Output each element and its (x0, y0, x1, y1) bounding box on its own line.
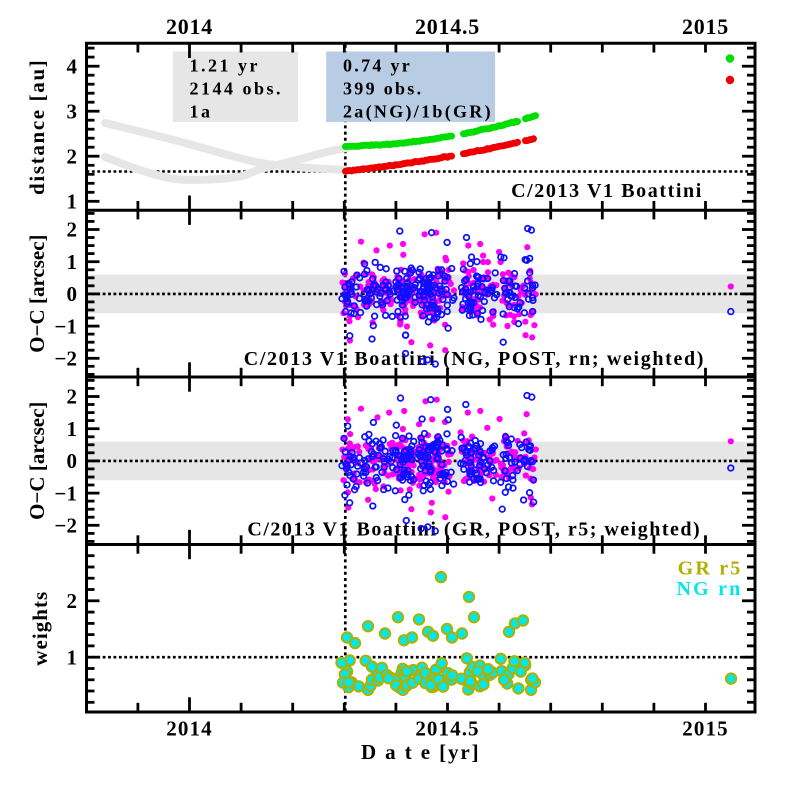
svg-text:1: 1 (67, 645, 78, 669)
svg-text:D a t e [yr]: D a t e [yr] (361, 740, 481, 764)
svg-text:2: 2 (67, 589, 78, 613)
svg-text:1: 1 (67, 250, 78, 274)
svg-text:−2: −2 (55, 514, 77, 538)
svg-text:C/2013 V1 Boattini: C/2013 V1 Boattini (511, 180, 703, 202)
svg-text:C/2013 V1 Boattini (NG, POST,: C/2013 V1 Boattini (NG, POST, rn; weight… (244, 348, 705, 370)
svg-text:0.74 yr: 0.74 yr (343, 56, 412, 76)
svg-text:2014.5: 2014.5 (415, 717, 479, 741)
svg-text:2014: 2014 (166, 717, 212, 741)
svg-text:GR r5: GR r5 (678, 558, 743, 580)
svg-text:1: 1 (67, 190, 78, 214)
svg-text:2a(NG)/1b(GR): 2a(NG)/1b(GR) (343, 102, 493, 123)
svg-text:weights: weights (28, 591, 52, 666)
svg-text:2144 obs.: 2144 obs. (190, 79, 284, 99)
svg-text:−2: −2 (55, 347, 77, 371)
svg-text:O−C [arcsec]: O−C [arcsec] (25, 402, 49, 520)
svg-text:2014.5: 2014.5 (415, 14, 480, 39)
svg-text:2: 2 (67, 385, 78, 409)
svg-text:3: 3 (67, 99, 78, 123)
svg-text:399 obs.: 399 obs. (343, 79, 423, 99)
svg-text:2015: 2015 (682, 14, 729, 39)
svg-text:−1: −1 (55, 314, 77, 338)
svg-text:O−C [arcsec]: O−C [arcsec] (25, 234, 49, 352)
svg-text:distance [au]: distance [au] (25, 59, 49, 195)
svg-text:2: 2 (67, 144, 78, 168)
svg-text:2014: 2014 (166, 14, 213, 39)
svg-text:C/2013 V1 Boattini (GR, POST,: C/2013 V1 Boattini (GR, POST, r5; weight… (247, 519, 701, 541)
svg-text:1.21 yr: 1.21 yr (190, 56, 261, 76)
svg-text:1: 1 (67, 417, 78, 441)
svg-text:1a: 1a (190, 102, 213, 122)
svg-text:2: 2 (67, 218, 78, 242)
svg-text:0: 0 (67, 449, 78, 473)
svg-text:NG rn: NG rn (677, 578, 743, 600)
svg-text:0: 0 (67, 282, 78, 306)
svg-text:2015: 2015 (682, 717, 728, 741)
svg-text:4: 4 (67, 54, 78, 78)
svg-text:−1: −1 (55, 481, 77, 505)
